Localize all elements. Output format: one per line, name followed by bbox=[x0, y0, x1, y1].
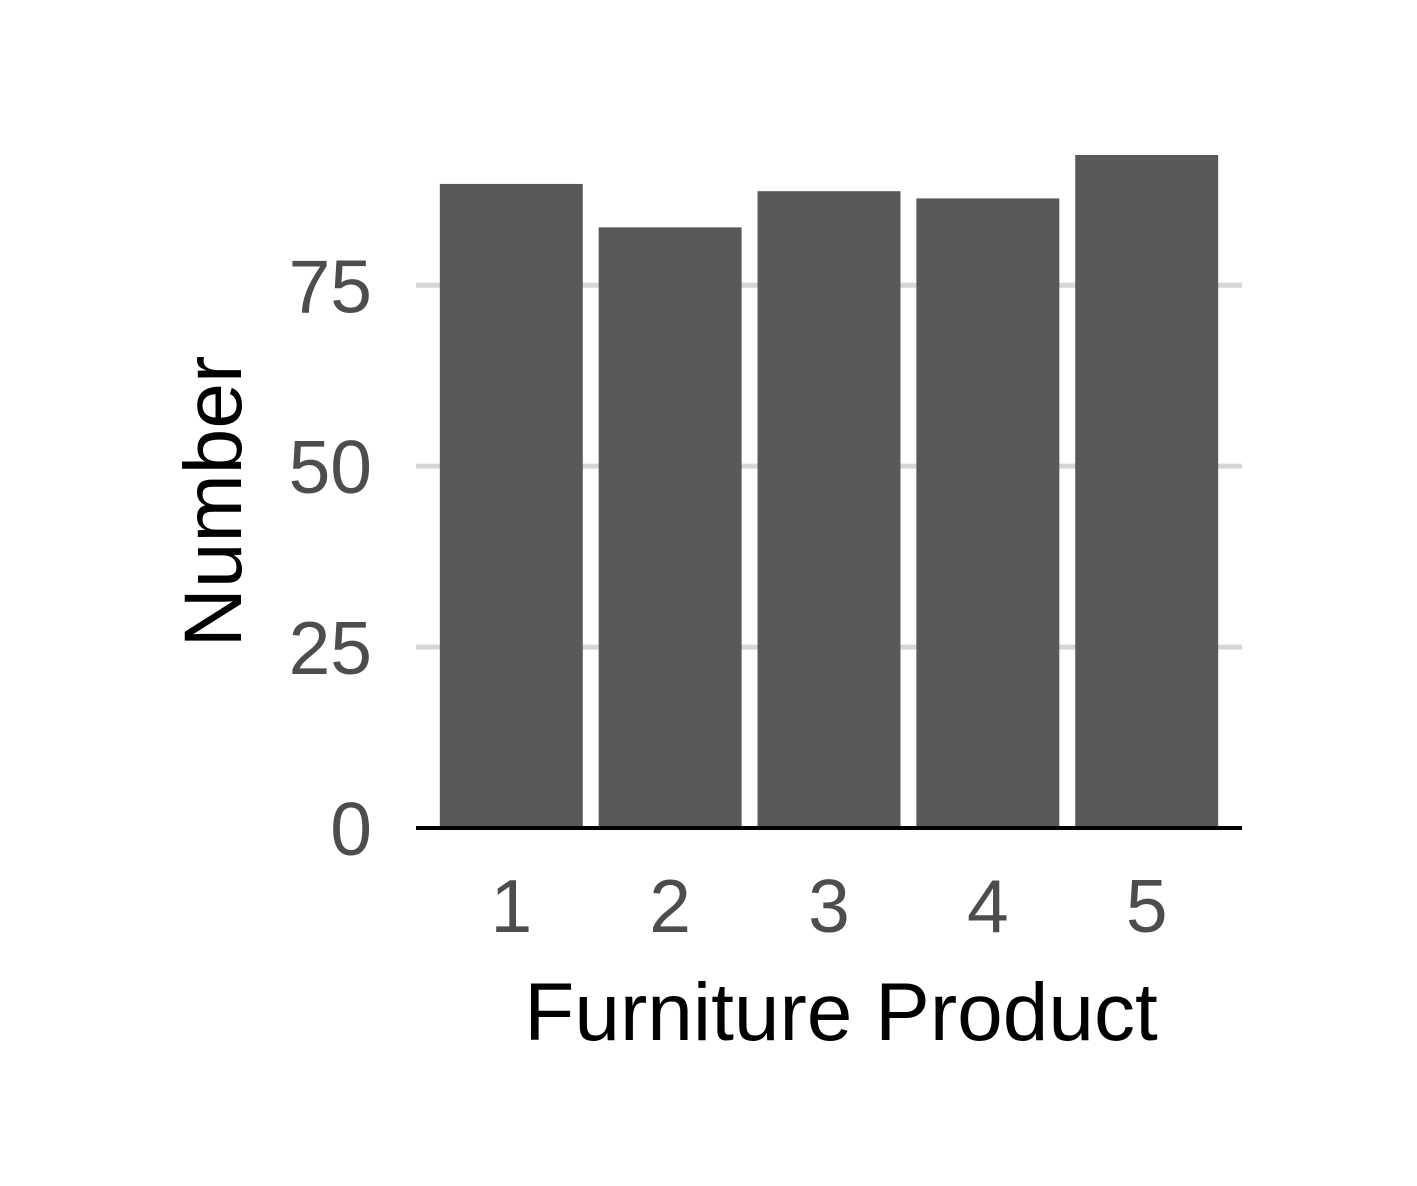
y-axis-title: Number bbox=[168, 356, 259, 648]
y-tick-labels: 0 25 50 75 bbox=[289, 244, 372, 871]
bars bbox=[439, 155, 1219, 829]
y-tick-label-75: 75 bbox=[289, 244, 372, 328]
x-tick-label-5: 5 bbox=[1126, 864, 1168, 948]
x-tick-label-2: 2 bbox=[649, 864, 691, 948]
x-tick-labels: 1 2 3 4 5 bbox=[490, 864, 1167, 948]
x-tick-label-4: 4 bbox=[967, 864, 1009, 948]
x-tick-label-3: 3 bbox=[808, 864, 850, 948]
x-tick-label-1: 1 bbox=[490, 864, 532, 948]
bar-4 bbox=[916, 198, 1060, 828]
y-tick-label-25: 25 bbox=[289, 606, 372, 690]
bar-5 bbox=[1075, 155, 1219, 828]
y-tick-label-0: 0 bbox=[330, 787, 372, 871]
bar-1 bbox=[439, 183, 583, 829]
bar-2 bbox=[598, 227, 742, 828]
bar-3 bbox=[757, 191, 901, 828]
y-tick-label-50: 50 bbox=[289, 425, 372, 509]
x-axis-title: Furniture Product bbox=[524, 967, 1158, 1058]
